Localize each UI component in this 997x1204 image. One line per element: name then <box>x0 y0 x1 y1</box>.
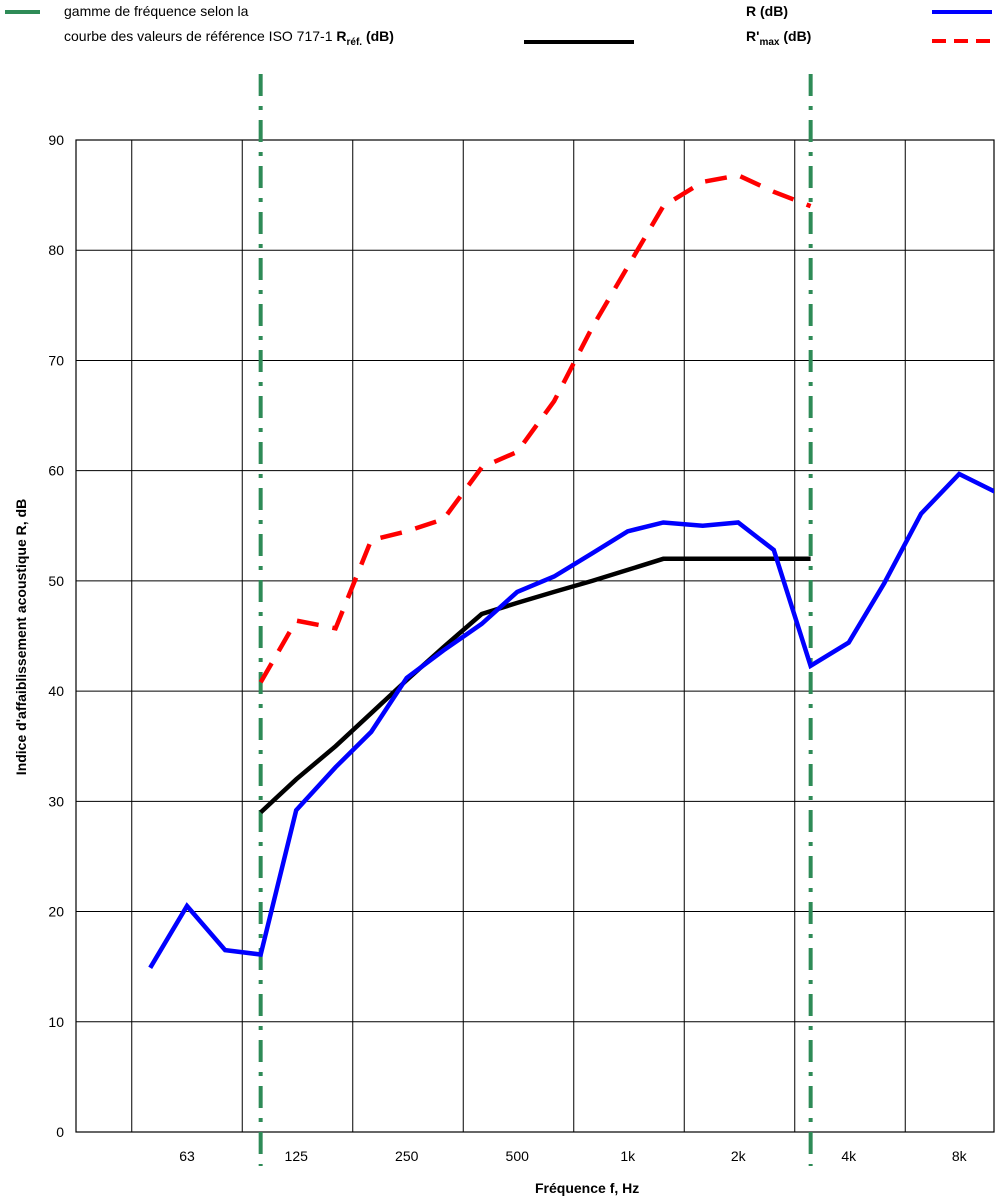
series-line <box>148 471 994 969</box>
rmax-legend-swatch <box>932 39 992 43</box>
x-tick-label: 125 <box>285 1148 309 1164</box>
chart-grid <box>75 139 995 1133</box>
y-tick-label: 80 <box>48 242 64 258</box>
band-legend-swatch <box>5 10 40 14</box>
x-tick-label: 500 <box>506 1148 530 1164</box>
y-tick-label: 90 <box>48 132 64 148</box>
ref-legend-unit: (dB) <box>365 28 394 44</box>
x-axis-title: Fréquence f, Hz <box>535 1180 640 1196</box>
chart-series <box>148 172 994 969</box>
x-tick-label: 63 <box>179 1148 195 1164</box>
y-tick-label: 60 <box>48 463 64 479</box>
ref-legend-sub: réf. <box>346 36 363 48</box>
y-tick-label: 10 <box>48 1014 64 1030</box>
frequency-band-lines <box>258 74 813 1166</box>
x-tick-label: 2k <box>731 1148 747 1164</box>
x-tick-label: 8k <box>952 1148 968 1164</box>
band-legend-line1: gamme de fréquence selon la <box>64 3 249 19</box>
y-tick-label: 70 <box>48 352 64 368</box>
y-tick-label: 50 <box>48 573 64 589</box>
plot-frame <box>75 139 995 1133</box>
y-tick-label: 0 <box>56 1124 64 1140</box>
band-legend-line2-text: courbe des valeurs de référence ISO 717-… <box>64 28 333 44</box>
rmax-legend-label: R'max (dB) <box>746 28 811 48</box>
y-tick-label: 30 <box>48 793 64 809</box>
rmax-legend-unit: (dB) <box>783 28 812 44</box>
rmax-legend-sub: max <box>759 36 780 48</box>
rmax-legend-main: R' <box>746 28 760 44</box>
x-tick-label: 1k <box>620 1148 636 1164</box>
y-axis-title: Indice d'affaiblissement acoustique R, d… <box>13 498 29 776</box>
y-tick-label: 20 <box>48 904 64 920</box>
ref-legend-main: R <box>336 28 347 44</box>
series-line <box>258 172 812 684</box>
axis-ticks: 0 10 20 30 40 50 60 70 80 90 63 125 250 500 1k 2k 4k 8k <box>48 132 967 1164</box>
x-tick-label: 250 <box>395 1148 419 1164</box>
ref-legend-swatch <box>524 40 634 44</box>
r-legend-swatch <box>932 10 992 14</box>
x-tick-label: 4k <box>841 1148 857 1164</box>
series-line <box>259 556 811 815</box>
band-legend-line2: courbe des valeurs de référence ISO 717-… <box>64 28 394 48</box>
y-tick-label: 40 <box>48 683 64 699</box>
r-legend-label: R (dB) <box>746 3 788 19</box>
ref-legend-label: Rréf. (dB) <box>336 28 394 48</box>
